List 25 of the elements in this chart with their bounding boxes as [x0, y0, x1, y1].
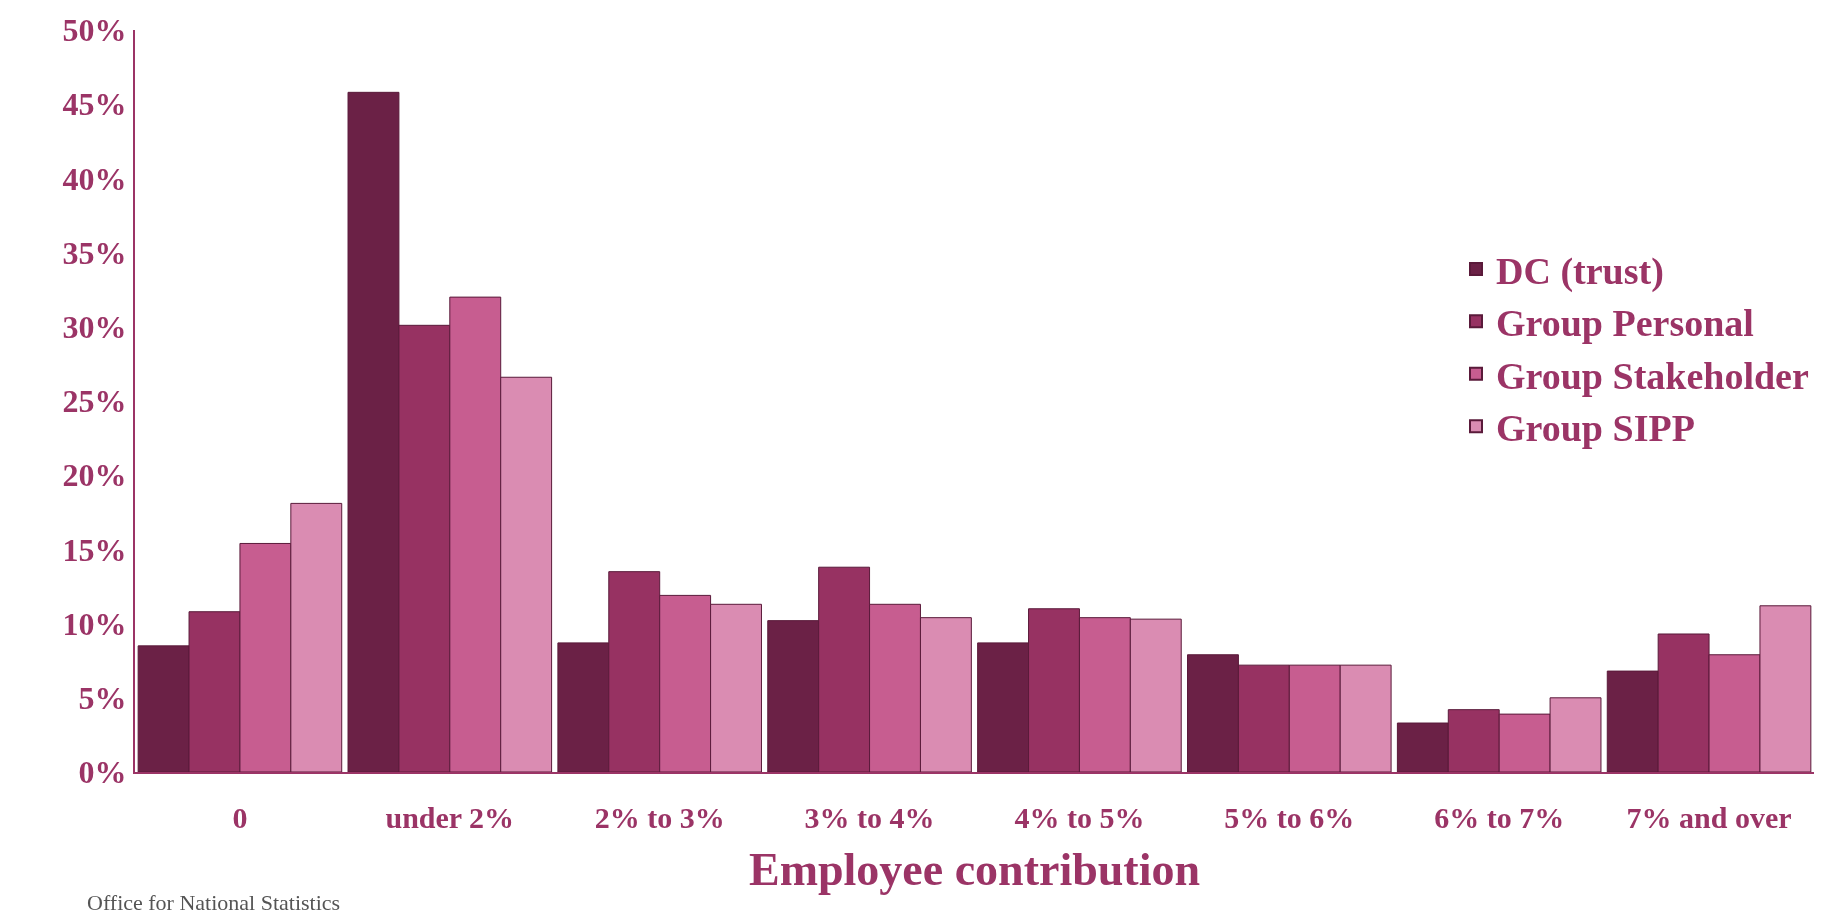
y-tick-label: 5% [78, 680, 127, 716]
y-tick-label: 15% [62, 531, 127, 568]
text: Office for National Statistics [87, 890, 341, 915]
x-axis-title: Employee contribution [748, 844, 1201, 896]
x-tick-label: 6% to 7% [1434, 801, 1565, 834]
y-tick-label: 40% [62, 160, 127, 197]
x-tick-label: 2% to 3% [594, 801, 725, 834]
x-tick-label: under 2% [385, 801, 515, 834]
y-tick-label: 25% [62, 383, 127, 420]
x-tick-label: 3% to 4% [804, 801, 935, 834]
legend-label: Group SIPP [1496, 406, 1695, 449]
x-tick-label: 4% to 5% [1014, 801, 1145, 834]
x-tick-label: 7% and over [1626, 801, 1792, 834]
legend-label: Group Stakeholder [1496, 354, 1809, 397]
legend-label: Group Personal [1496, 302, 1754, 345]
legend-label: DC (trust) [1496, 249, 1664, 293]
y-tick-label: 10% [62, 605, 127, 642]
y-tick-label: 35% [62, 234, 127, 271]
x-tick-label: 0 [232, 801, 248, 834]
y-tick-label: 50% [62, 12, 127, 49]
y-tick-label: 0% [78, 754, 127, 791]
x-tick-label: 5% to 6% [1224, 801, 1355, 834]
y-tick-label: 45% [62, 86, 127, 123]
y-tick-label: 20% [62, 457, 127, 494]
y-tick-label: 30% [62, 309, 127, 345]
